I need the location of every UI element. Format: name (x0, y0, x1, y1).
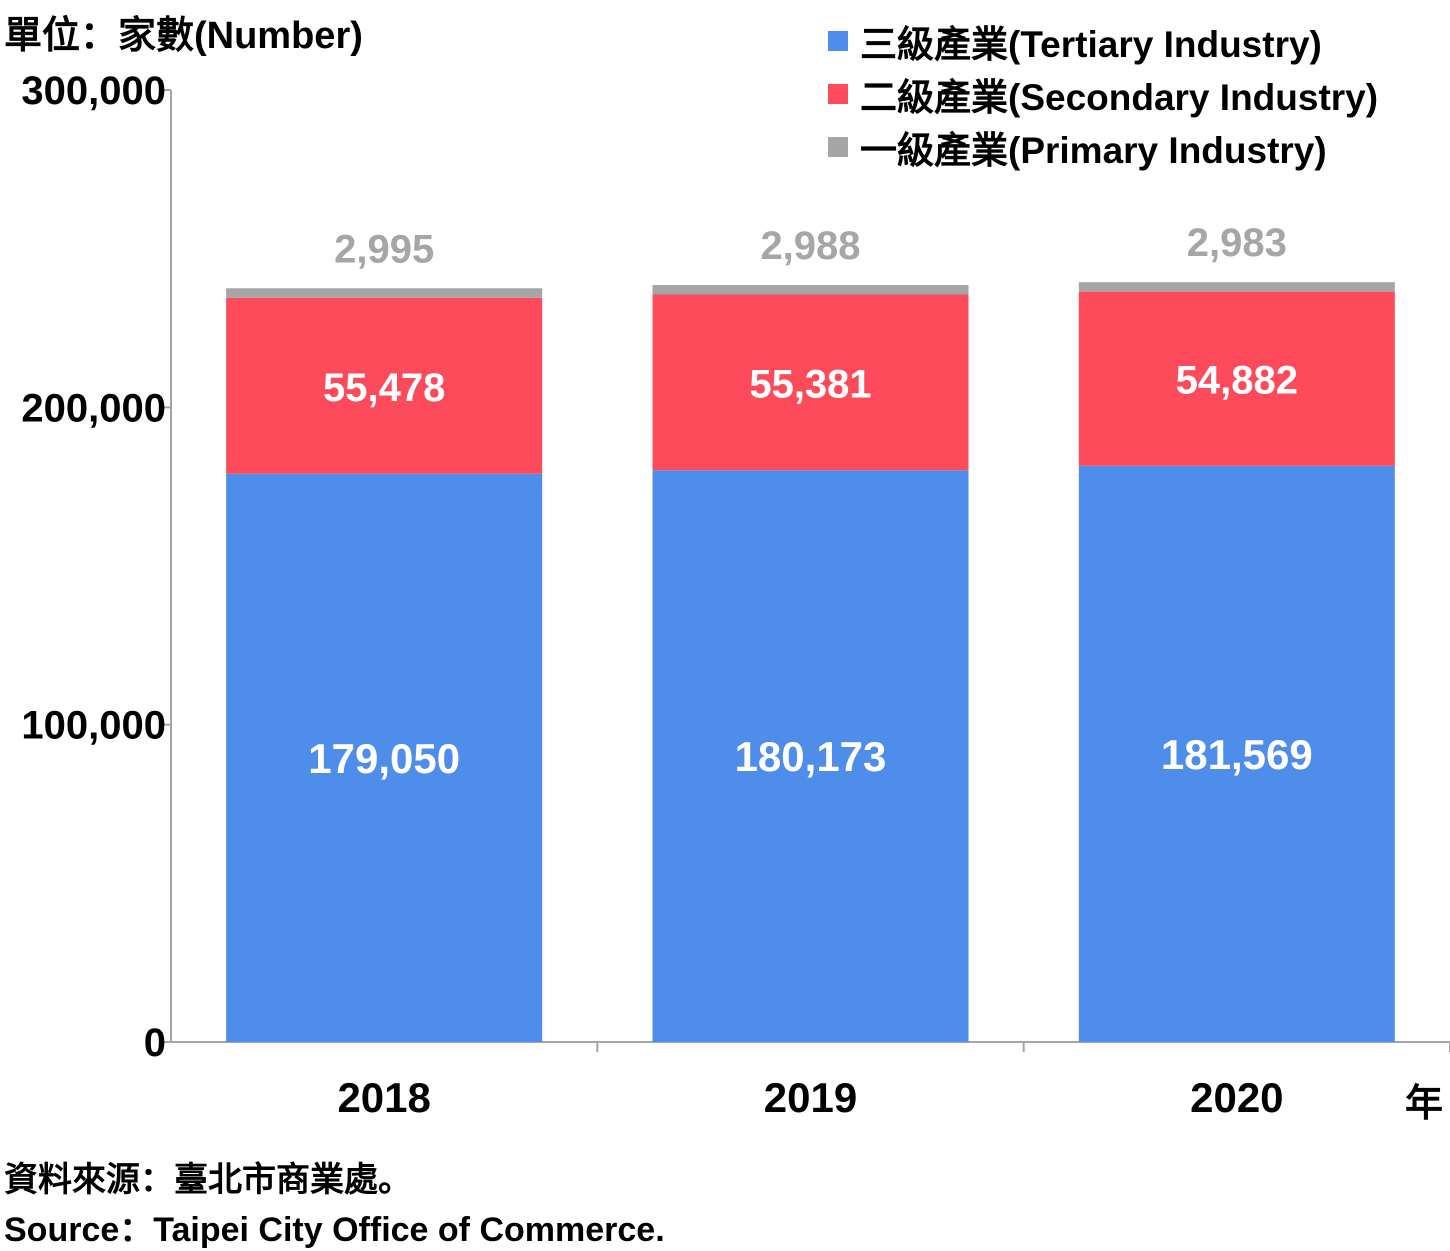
legend-item-primary: 一級產業(Primary Industry) (828, 120, 1378, 173)
source-english: Source：Taipei City Office of Commerce. (4, 1211, 665, 1249)
y-tick-label: 300,000 (21, 69, 166, 113)
data-label-tertiary: 180,173 (735, 733, 887, 780)
y-tick-label: 0 (144, 1021, 166, 1065)
bar-segment-primary (226, 288, 543, 298)
legend-item-tertiary: 三級產業(Tertiary Industry) (828, 14, 1378, 67)
bar-segment-secondary (652, 294, 969, 471)
bar-segment-primary (652, 285, 969, 295)
legend-item-secondary: 二級產業(Secondary Industry) (828, 67, 1378, 120)
unit-label: 單位：家數(Number) (4, 15, 363, 57)
x-axis-suffix: 年 (1405, 1083, 1444, 1125)
data-label-secondary: 55,381 (749, 362, 871, 406)
legend-swatch-secondary (828, 83, 848, 104)
legend-swatch-primary (828, 136, 848, 157)
x-tick-label: 2020 (1190, 1074, 1283, 1121)
legend-label-primary: 一級產業(Primary Industry) (860, 129, 1327, 171)
bar-segment-secondary (226, 297, 543, 474)
bar-segment-tertiary (1078, 465, 1395, 1042)
bar-segment-primary (1078, 282, 1395, 292)
data-label-primary: 2,988 (760, 224, 860, 268)
legend-label-tertiary: 三級產業(Tertiary Industry) (860, 23, 1322, 65)
data-label-secondary: 55,478 (323, 366, 445, 410)
bar-segment-tertiary (226, 473, 543, 1042)
data-label-primary: 2,995 (334, 227, 434, 271)
legend-swatch-tertiary (828, 30, 848, 51)
y-tick-label: 200,000 (21, 386, 166, 430)
data-label-tertiary: 181,569 (1161, 731, 1313, 778)
y-tick-label: 100,000 (21, 704, 166, 748)
source-chinese: 資料來源：臺北市商業處。 (4, 1161, 412, 1199)
bar-segment-secondary (1078, 291, 1395, 466)
legend-label-secondary: 二級產業(Secondary Industry) (860, 76, 1379, 118)
bar-segment-tertiary (652, 470, 969, 1043)
x-tick-label: 2018 (337, 1074, 430, 1121)
data-label-secondary: 54,882 (1176, 359, 1298, 403)
data-label-tertiary: 179,050 (308, 735, 460, 782)
x-tick-label: 2019 (764, 1074, 857, 1121)
data-label-primary: 2,983 (1187, 221, 1287, 265)
legend: 三級產業(Tertiary Industry) 二級產業(Secondary I… (828, 14, 1378, 173)
